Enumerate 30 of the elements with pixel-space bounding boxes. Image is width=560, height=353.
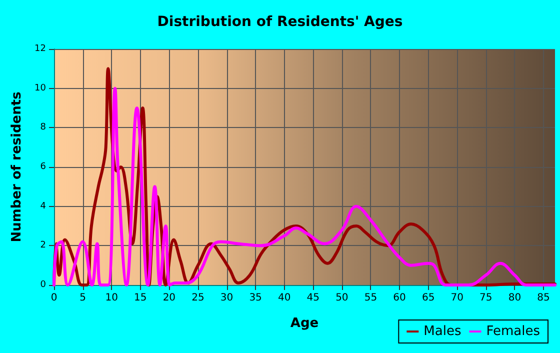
y-tick-label: 6 bbox=[40, 162, 46, 172]
x-tick-label: 10 bbox=[105, 292, 118, 304]
x-tick-label: 75 bbox=[480, 292, 492, 304]
y-tick-label: 12 bbox=[34, 44, 46, 54]
x-tick-label: 25 bbox=[192, 292, 204, 304]
x-tick-label: 0 bbox=[50, 292, 58, 304]
x-tick-label: 65 bbox=[422, 292, 435, 304]
y-axis-title: Number of residents bbox=[10, 91, 25, 242]
x-tick-label: 55 bbox=[364, 292, 378, 304]
x-tick-label: 5 bbox=[80, 292, 86, 304]
y-tick-label: 8 bbox=[40, 122, 46, 133]
y-tick-label: 4 bbox=[40, 201, 46, 212]
x-tick-label: 50 bbox=[336, 292, 348, 304]
legend-label: Females bbox=[486, 324, 540, 339]
x-axis-title: Age bbox=[290, 316, 319, 331]
y-tick-label: 2 bbox=[40, 240, 46, 251]
x-tick-label: 15 bbox=[134, 292, 147, 304]
x-tick-label: 60 bbox=[393, 292, 406, 304]
x-tick-label: 80 bbox=[508, 292, 522, 304]
x-tick-label: 45 bbox=[306, 292, 320, 304]
x-tick-label: 40 bbox=[278, 292, 291, 304]
x-tick-label: 70 bbox=[450, 292, 464, 304]
y-tick-label: 10 bbox=[34, 83, 46, 94]
chart-title: Distribution of Residents' Ages bbox=[157, 14, 403, 30]
x-tick-label: 85 bbox=[537, 292, 550, 304]
y-tick-label: 0 bbox=[40, 280, 46, 290]
x-tick-label: 30 bbox=[220, 292, 234, 304]
legend-label: Males bbox=[424, 324, 462, 339]
x-tick-label: 35 bbox=[249, 292, 262, 304]
x-tick-label: 20 bbox=[162, 292, 176, 304]
